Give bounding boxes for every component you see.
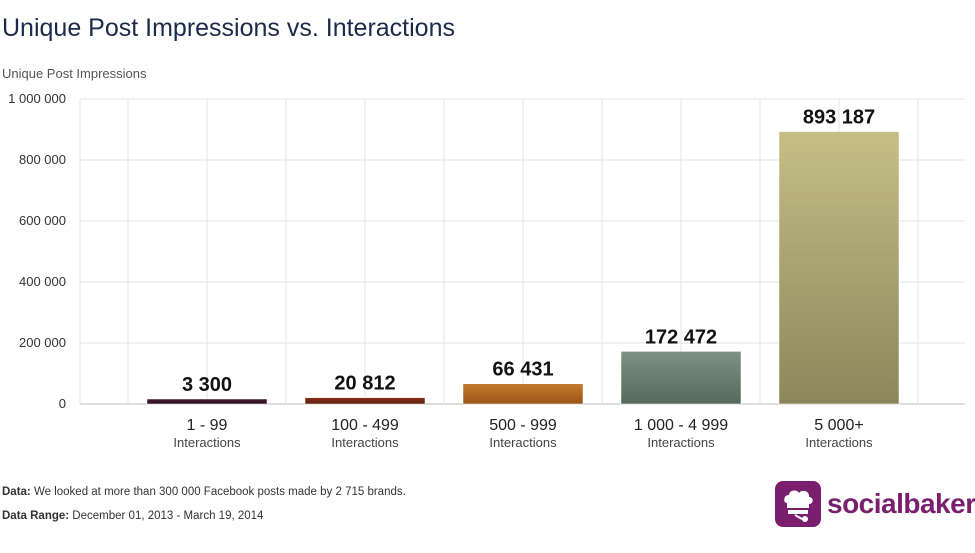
x-tick-label: 1 000 - 4 999 [634, 417, 728, 434]
y-axis-label: Unique Post Impressions [2, 66, 147, 81]
bar [146, 398, 268, 405]
x-tick-label: 1 - 99 [187, 417, 228, 434]
bar [620, 351, 742, 405]
bar-chart: 0 200 000 400 000 600 000 800 000 1 000 000 3 … [8, 91, 965, 450]
data-note-text: We looked at more than 300 000 Facebook … [30, 486, 406, 498]
y-tick-label: 0 [59, 396, 66, 411]
socialbakers-logo: socialbakers [775, 481, 975, 527]
x-tick-sublabel: Interactions [173, 435, 241, 450]
bar-value-label: 3 300 [182, 374, 232, 396]
bar [778, 131, 900, 405]
bar-value-label: 172 472 [645, 326, 717, 348]
data-range-text: December 01, 2013 - March 19, 2014 [69, 510, 264, 522]
logo-text: socialbakers [827, 488, 975, 519]
x-tick-sublabel: Interactions [647, 435, 715, 450]
data-note-label: Data: [2, 486, 31, 498]
bar-value-label: 20 812 [334, 373, 395, 395]
bar-value-label: 893 187 [803, 107, 875, 129]
y-tick-label: 400 000 [19, 274, 66, 289]
bar-value-label: 66 431 [492, 359, 553, 381]
x-tick-sublabel: Interactions [331, 435, 399, 450]
bar [462, 383, 584, 405]
y-tick-label: 200 000 [19, 335, 66, 350]
data-note: Data: We looked at more than 300 000 Fac… [2, 486, 406, 498]
data-range-note: Data Range: December 01, 2013 - March 19… [2, 510, 263, 522]
chef-hat-icon [775, 481, 821, 527]
x-tick-sublabel: Interactions [805, 435, 873, 450]
y-tick-label: 1 000 000 [8, 91, 66, 106]
x-tick-label: 5 000+ [814, 417, 863, 434]
x-tick-label: 100 - 499 [331, 417, 399, 434]
chart-title: Unique Post Impressions vs. Interactions [2, 14, 455, 42]
x-tick-sublabel: Interactions [489, 435, 557, 450]
bar [304, 397, 426, 405]
y-tick-label: 800 000 [19, 152, 66, 167]
x-tick-label: 500 - 999 [489, 417, 557, 434]
data-range-label: Data Range: [2, 510, 70, 522]
y-tick-label: 600 000 [19, 213, 66, 228]
